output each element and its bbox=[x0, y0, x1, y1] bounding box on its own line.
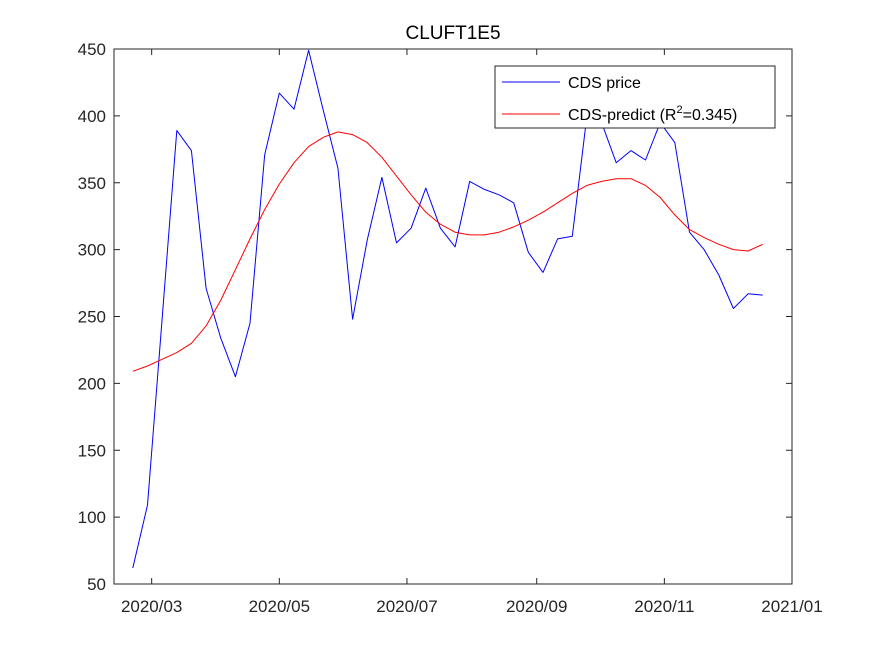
legend-label-cds-price: CDS price bbox=[568, 75, 641, 92]
y-tick-label: 450 bbox=[78, 40, 106, 59]
y-tick-label: 250 bbox=[78, 308, 106, 327]
x-tick-label: 2020/07 bbox=[376, 597, 437, 616]
legend-label-cds-predict: CDS-predict (R2=0.345) bbox=[568, 104, 737, 124]
legend-label-cds-predict-tail: =0.345) bbox=[683, 107, 738, 124]
legend: CDS price CDS-predict (R2=0.345) bbox=[494, 65, 776, 129]
chart-title: CLUFT1E5 bbox=[405, 23, 500, 44]
x-tick-label: 2020/05 bbox=[249, 597, 310, 616]
y-tick-label: 50 bbox=[87, 575, 106, 594]
series-layer bbox=[132, 49, 763, 569]
x-tick-label: 2021/01 bbox=[761, 597, 822, 616]
y-tick-label: 200 bbox=[78, 374, 106, 393]
series-line-cds-predict bbox=[132, 131, 763, 372]
legend-label-superscript: 2 bbox=[676, 104, 682, 116]
series-line-cds-price bbox=[132, 49, 763, 569]
x-tick-label: 2020/03 bbox=[121, 597, 182, 616]
y-tick-label: 100 bbox=[78, 508, 106, 527]
y-tick-label: 300 bbox=[78, 241, 106, 260]
x-tick-label: 2020/09 bbox=[506, 597, 567, 616]
y-tick-label: 150 bbox=[78, 441, 106, 460]
legend-label-cds-predict-main: CDS-predict (R bbox=[568, 107, 676, 124]
y-tick-label: 350 bbox=[78, 174, 106, 193]
plot-area bbox=[114, 49, 792, 584]
x-tick-label: 2020/11 bbox=[634, 597, 694, 616]
legend-box bbox=[494, 65, 776, 129]
y-tick-label: 400 bbox=[78, 107, 106, 126]
axes-layer: 50 100 150 200 250 300 350 400 450 2020/03 2020/05… bbox=[78, 40, 823, 616]
